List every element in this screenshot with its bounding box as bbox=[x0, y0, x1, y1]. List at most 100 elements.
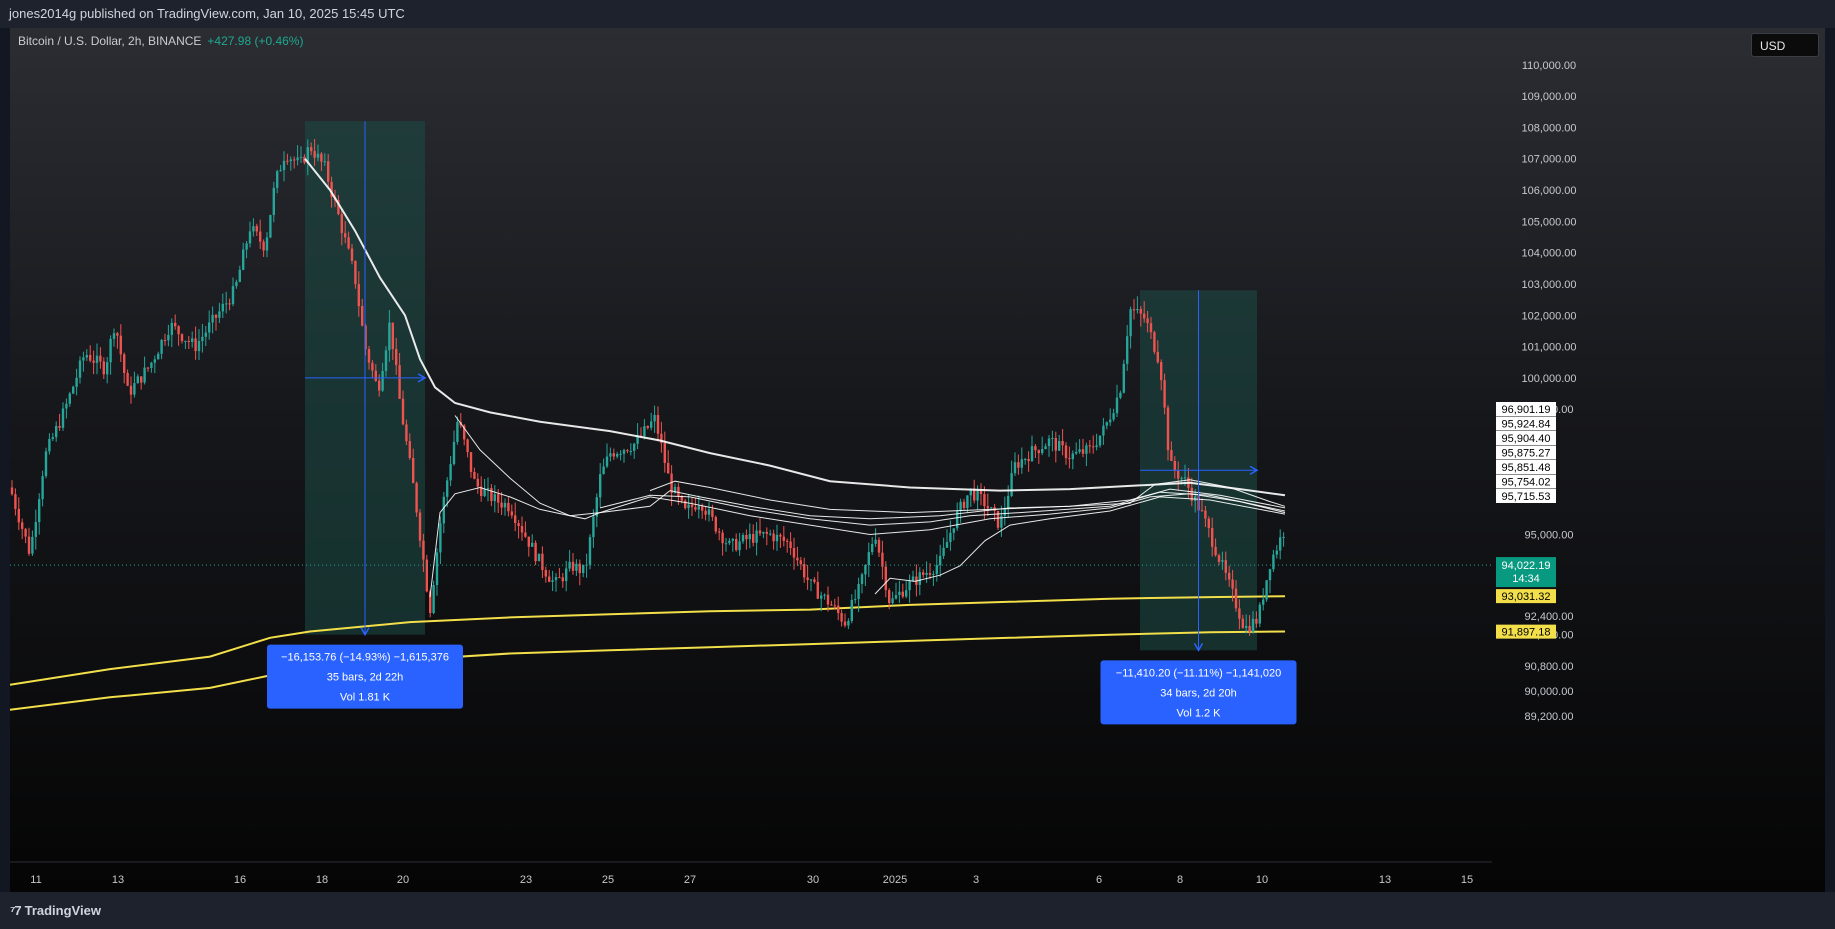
candle-body bbox=[1000, 515, 1003, 528]
candle-body bbox=[344, 233, 347, 238]
candle-body bbox=[1109, 419, 1112, 423]
candle-body bbox=[990, 507, 993, 509]
candle-body bbox=[935, 565, 938, 574]
candle-body bbox=[823, 594, 826, 596]
candle-body bbox=[1163, 380, 1166, 408]
candle-body bbox=[503, 502, 507, 508]
candle-body bbox=[279, 170, 282, 172]
candle-body bbox=[405, 424, 408, 442]
candle-body bbox=[313, 151, 316, 158]
candle-body bbox=[1047, 438, 1051, 447]
candle-body bbox=[1149, 323, 1153, 333]
y-tick-label: 100,000.00 bbox=[1521, 373, 1576, 385]
candle-body bbox=[711, 509, 714, 517]
candle-body bbox=[150, 362, 153, 368]
candle-body bbox=[643, 426, 646, 437]
candle-body bbox=[24, 528, 27, 537]
candle-body bbox=[952, 528, 955, 533]
candle-body bbox=[609, 453, 612, 457]
candle-body bbox=[106, 362, 109, 375]
candle-body bbox=[877, 539, 881, 553]
candle-body bbox=[116, 333, 119, 336]
y-tick-label: 95,000.00 bbox=[1525, 529, 1574, 541]
currency-button[interactable]: USD bbox=[1751, 33, 1819, 57]
candle-body bbox=[1095, 445, 1098, 448]
candle-body bbox=[629, 451, 632, 452]
current-price-tag: 94,022.19 bbox=[1502, 560, 1551, 572]
candle-body bbox=[177, 326, 180, 335]
candle-body bbox=[323, 161, 326, 163]
candle-body bbox=[140, 376, 143, 383]
candle-body bbox=[27, 536, 31, 554]
measure-label-box-0 bbox=[267, 644, 463, 709]
candle-body bbox=[772, 533, 775, 542]
candle-body bbox=[588, 537, 592, 565]
candle-body bbox=[1024, 459, 1027, 460]
candle-body bbox=[367, 349, 371, 363]
candle-body bbox=[677, 486, 680, 497]
x-tick-label: 8 bbox=[1177, 874, 1183, 886]
yellow-price-tag: 91,897.18 bbox=[1502, 627, 1551, 639]
indicator-price-tag-bg bbox=[1496, 474, 1556, 489]
tradingview-logo[interactable]: ⁷7 TradingView bbox=[10, 903, 101, 918]
candle-body bbox=[1075, 452, 1078, 454]
candle-body bbox=[78, 360, 82, 378]
candle-body bbox=[466, 439, 469, 453]
yellow-price-tag-bg bbox=[1496, 624, 1556, 639]
y-tick-label: 90,000.00 bbox=[1525, 686, 1574, 698]
candle-body bbox=[541, 553, 544, 570]
candle-body bbox=[833, 605, 836, 607]
candle-body bbox=[1044, 446, 1047, 450]
candle-body bbox=[718, 531, 721, 533]
candle-body bbox=[969, 488, 972, 496]
candle-body bbox=[1054, 438, 1057, 451]
candle-body bbox=[918, 572, 921, 585]
candle-body bbox=[1217, 555, 1221, 562]
candle-body bbox=[1115, 397, 1119, 414]
candle-body bbox=[1105, 422, 1108, 426]
candle-body bbox=[316, 153, 320, 158]
candle-body bbox=[10, 487, 14, 495]
candle-body bbox=[976, 490, 979, 501]
candle-body bbox=[949, 532, 952, 542]
candle-body bbox=[136, 376, 139, 384]
candle-body bbox=[599, 474, 602, 498]
measure-label-line-0-2: Vol 1.81 K bbox=[340, 692, 391, 704]
candle-body bbox=[102, 361, 105, 375]
candle-body bbox=[874, 539, 877, 544]
candle-body bbox=[1129, 309, 1132, 337]
candle-body bbox=[259, 231, 262, 242]
publisher-header: jones2014g published on TradingView.com,… bbox=[0, 0, 1835, 28]
candle-body bbox=[667, 463, 670, 474]
candle-body bbox=[31, 536, 34, 554]
candle-body bbox=[17, 508, 20, 523]
candle-body bbox=[1003, 508, 1006, 516]
candle-body bbox=[1081, 449, 1085, 454]
candle-body bbox=[293, 159, 296, 161]
candle-body bbox=[1068, 458, 1071, 460]
candle-body bbox=[697, 506, 700, 510]
price-chart[interactable]: −16,153.76 (−14.93%) −1,615,376 35 bars, … bbox=[10, 28, 1825, 892]
price-change: +427.98 (+0.46%) bbox=[207, 34, 304, 48]
candle-body bbox=[966, 495, 969, 508]
candle-body bbox=[857, 584, 860, 599]
candle-body bbox=[1122, 363, 1125, 393]
candle-body bbox=[340, 214, 343, 234]
candle-body bbox=[439, 523, 442, 553]
candle-body bbox=[354, 261, 357, 285]
chart-area[interactable]: −16,153.76 (−14.93%) −1,615,376 35 bars, … bbox=[10, 28, 1825, 892]
candle-body bbox=[1112, 413, 1115, 420]
candle-body bbox=[507, 502, 510, 512]
candle-body bbox=[184, 340, 187, 342]
candle-body bbox=[612, 453, 615, 457]
candle-body bbox=[932, 574, 935, 575]
vwap-line-4 bbox=[429, 486, 1286, 598]
candle-body bbox=[401, 398, 405, 425]
candle-body bbox=[1156, 351, 1159, 363]
candle-body bbox=[112, 333, 116, 339]
candle-body bbox=[680, 496, 683, 501]
publisher-text: jones2014g published on TradingView.com,… bbox=[9, 6, 405, 21]
x-tick-label: 6 bbox=[1096, 874, 1102, 886]
candle-body bbox=[469, 452, 473, 472]
candle-body bbox=[1251, 618, 1255, 632]
